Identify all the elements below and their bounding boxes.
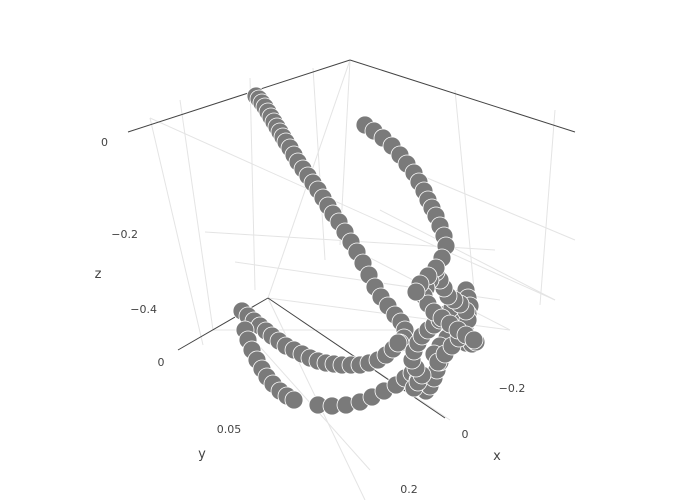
grid-line-4 xyxy=(312,67,326,261)
grid-line-0 xyxy=(179,99,214,331)
grid-line-6 xyxy=(454,89,476,301)
axis-edge-2 xyxy=(177,297,269,351)
x-tick-label-1: 0 xyxy=(462,428,469,441)
axis-edge-0 xyxy=(127,59,351,133)
x-tick-label-2: 0.2 xyxy=(400,483,418,496)
axis-edge-1 xyxy=(349,59,576,133)
y-tick-label-0: 0 xyxy=(158,356,165,369)
z-tick-label-0: 0 xyxy=(101,136,108,149)
data-point xyxy=(284,390,304,410)
z-axis-title: z xyxy=(95,267,102,282)
grid-line-14 xyxy=(419,174,576,241)
grid-line-10 xyxy=(244,329,371,471)
grid-line-3 xyxy=(249,77,256,291)
data-point xyxy=(388,333,408,353)
grid-line-15 xyxy=(149,117,556,301)
x-tick-label-0: −0.2 xyxy=(499,382,526,395)
x-axis-title: x xyxy=(493,449,501,464)
scatter-points xyxy=(232,86,486,416)
data-point xyxy=(406,282,426,302)
z-tick-label-2: −0.4 xyxy=(130,303,157,316)
grid-line-13 xyxy=(379,209,556,301)
y-tick-label-1: 0.05 xyxy=(217,423,242,436)
grid-line-7 xyxy=(149,117,204,346)
axis-frame xyxy=(127,59,576,419)
z-tick-label-1: −0.2 xyxy=(111,228,138,241)
data-point xyxy=(464,330,484,350)
y-axis-title: y xyxy=(198,447,206,462)
grid-line-5 xyxy=(539,109,556,306)
